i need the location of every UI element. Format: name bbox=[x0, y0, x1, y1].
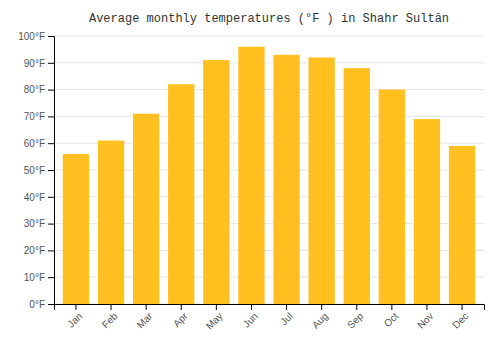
bars bbox=[63, 47, 475, 304]
bar bbox=[133, 114, 159, 304]
x-tick-mark bbox=[321, 304, 322, 310]
title: Average monthly temperatures (°F ) in Sh… bbox=[89, 12, 449, 26]
y-tick-label: 80°F bbox=[24, 84, 45, 95]
x-tick: Nov bbox=[415, 304, 435, 331]
x-tick-label: Nov bbox=[415, 310, 435, 330]
bar bbox=[238, 47, 264, 304]
x-tick: Jun bbox=[241, 304, 260, 330]
y-tick: 20°F bbox=[24, 245, 54, 256]
x-tick: Jan bbox=[65, 304, 84, 330]
y-tick: 80°F bbox=[24, 84, 54, 95]
x-tick-label: Sep bbox=[345, 310, 366, 331]
grid-line bbox=[54, 62, 484, 63]
x-tick-mark bbox=[356, 304, 357, 310]
bar bbox=[344, 68, 370, 304]
x-tick: Dec bbox=[450, 304, 470, 331]
x-tick-label: Jul bbox=[278, 310, 295, 327]
y-tick: 0°F bbox=[29, 299, 54, 310]
y-tick: 50°F bbox=[24, 165, 54, 176]
y-tick-label: 60°F bbox=[24, 138, 45, 149]
y-tick-mark bbox=[48, 197, 54, 198]
y-axis: 0°F 10°F 20°F 30°F 40°F 50°F 60°F 70°F 80°F 90°F 1… bbox=[18, 31, 54, 310]
x-tick: Apr bbox=[171, 304, 190, 329]
x-tick: May bbox=[204, 304, 225, 332]
x-tick: Mar bbox=[135, 304, 155, 330]
x-tick: Oct bbox=[382, 304, 401, 329]
x-tick: Sep bbox=[345, 304, 366, 331]
x-axis-line bbox=[55, 305, 485, 311]
y-tick-label: 70°F bbox=[24, 111, 45, 122]
x-axis: Jan Feb Mar Apr May Jun Jul Aug Sep Oct Nov Dec bbox=[55, 304, 485, 332]
grid-line bbox=[54, 36, 484, 37]
x-tick-label: Jun bbox=[241, 310, 260, 329]
bar bbox=[203, 60, 229, 304]
y-tick: 90°F bbox=[24, 58, 54, 69]
y-tick-mark bbox=[48, 277, 54, 278]
y-tick-mark bbox=[48, 90, 54, 91]
x-tick: Jul bbox=[278, 304, 295, 327]
plot-area: 0°F 10°F 20°F 30°F 40°F 50°F 60°F 70°F 80°F 90°F 1… bbox=[18, 31, 484, 332]
y-tick: 10°F bbox=[24, 272, 54, 283]
y-tick: 60°F bbox=[24, 138, 54, 149]
y-tick-mark bbox=[48, 250, 54, 251]
x-tick-label: Feb bbox=[100, 310, 120, 330]
grid-line bbox=[54, 116, 484, 117]
y-tick-mark bbox=[48, 224, 54, 225]
x-tick-mark bbox=[216, 304, 217, 310]
x-tick-mark bbox=[75, 304, 76, 310]
x-tick-label: Aug bbox=[310, 310, 330, 330]
x-tick-mark bbox=[286, 304, 287, 310]
x-tick-mark bbox=[111, 304, 112, 310]
bar bbox=[414, 119, 440, 304]
chart: 0°F 10°F 20°F 30°F 40°F 50°F 60°F 70°F 80°F 90°F 1… bbox=[0, 0, 500, 350]
bar bbox=[168, 84, 194, 304]
y-tick-mark bbox=[48, 170, 54, 171]
y-tick-mark bbox=[48, 116, 54, 117]
y-axis-line bbox=[48, 37, 55, 305]
grid bbox=[54, 36, 484, 304]
y-tick: 70°F bbox=[24, 111, 54, 122]
x-tick-mark bbox=[426, 304, 427, 310]
x-tick-mark bbox=[462, 304, 463, 310]
x-tick-mark bbox=[181, 304, 182, 310]
x-tick-mark bbox=[251, 304, 252, 310]
y-tick-mark bbox=[48, 63, 54, 64]
y-tick-mark bbox=[48, 304, 54, 305]
x-tick: Feb bbox=[100, 304, 120, 330]
y-tick-label: 10°F bbox=[24, 272, 45, 283]
x-tick-mark bbox=[391, 304, 392, 310]
x-tick-mark bbox=[146, 304, 147, 310]
bar bbox=[308, 57, 334, 304]
y-tick-mark bbox=[48, 36, 54, 37]
y-tick-label: 20°F bbox=[24, 245, 45, 256]
y-tick-label: 50°F bbox=[24, 165, 45, 176]
x-tick-label: Oct bbox=[382, 310, 401, 329]
y-tick: 30°F bbox=[24, 218, 54, 229]
grid-line bbox=[54, 89, 484, 90]
y-tick-mark bbox=[48, 143, 54, 144]
y-tick-label: 40°F bbox=[24, 192, 45, 203]
bar bbox=[98, 141, 124, 304]
bar bbox=[449, 146, 475, 304]
x-tick-label: Apr bbox=[171, 310, 190, 329]
x-tick-label: Dec bbox=[450, 310, 470, 330]
x-tick-label: Jan bbox=[65, 310, 84, 329]
x-tick-label: Mar bbox=[135, 310, 155, 330]
bar bbox=[273, 55, 299, 304]
y-tick: 40°F bbox=[24, 192, 54, 203]
bar bbox=[63, 154, 89, 304]
y-tick-label: 30°F bbox=[24, 218, 45, 229]
x-tick: Aug bbox=[310, 304, 330, 331]
y-tick: 100°F bbox=[18, 31, 54, 42]
y-tick-label: 100°F bbox=[18, 31, 45, 42]
x-tick-label: May bbox=[204, 310, 225, 331]
y-tick-label: 0°F bbox=[29, 299, 45, 310]
bar bbox=[379, 90, 405, 304]
y-tick-label: 90°F bbox=[24, 58, 45, 69]
